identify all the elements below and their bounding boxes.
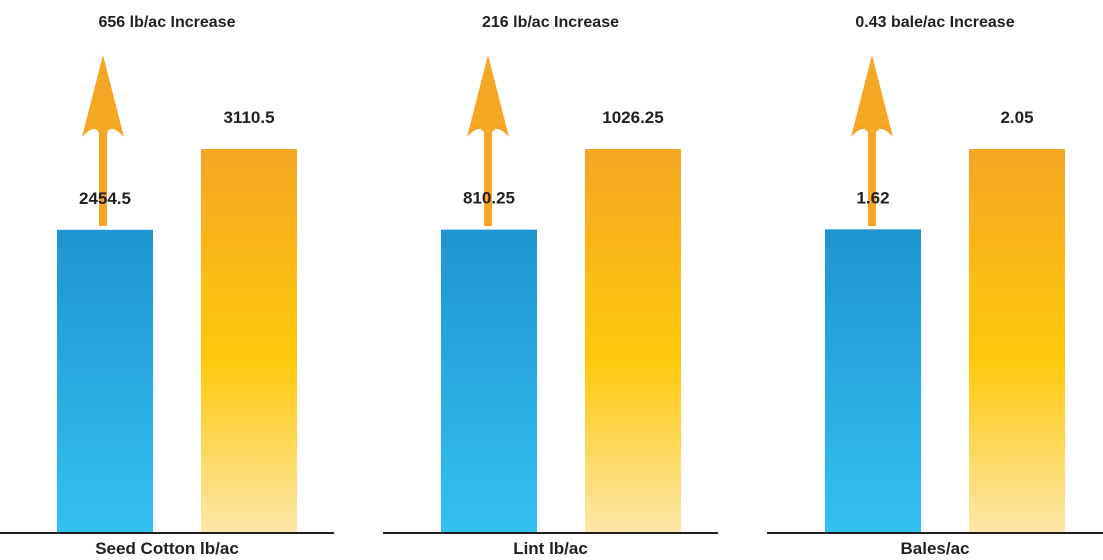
bar-before (825, 229, 921, 532)
increase-arrow-icon (851, 55, 893, 226)
value-label-before: 2454.5 (79, 189, 131, 208)
increase-arrow-icon (82, 55, 124, 226)
bar-after (585, 149, 681, 532)
x-axis-label: Seed Cotton lb/ac (95, 539, 239, 558)
value-label-before: 810.25 (463, 189, 515, 208)
increase-annotation: 656 lb/ac Increase (99, 14, 236, 31)
bar-after (201, 149, 297, 532)
increase-annotation: 216 lb/ac Increase (482, 14, 619, 31)
x-axis-label: Bales/ac (901, 539, 970, 558)
bar-after (969, 149, 1065, 532)
value-label-after: 2.05 (1000, 108, 1033, 127)
value-label-after: 1026.25 (602, 108, 663, 127)
bar-before (441, 229, 537, 532)
x-axis-label: Lint lb/ac (513, 539, 588, 558)
value-label-before: 1.62 (856, 188, 889, 207)
bar-before (57, 229, 153, 532)
value-label-after: 3110.5 (223, 108, 274, 127)
increase-annotation: 0.43 bale/ac Increase (855, 14, 1014, 31)
increase-arrow-icon (467, 55, 509, 226)
